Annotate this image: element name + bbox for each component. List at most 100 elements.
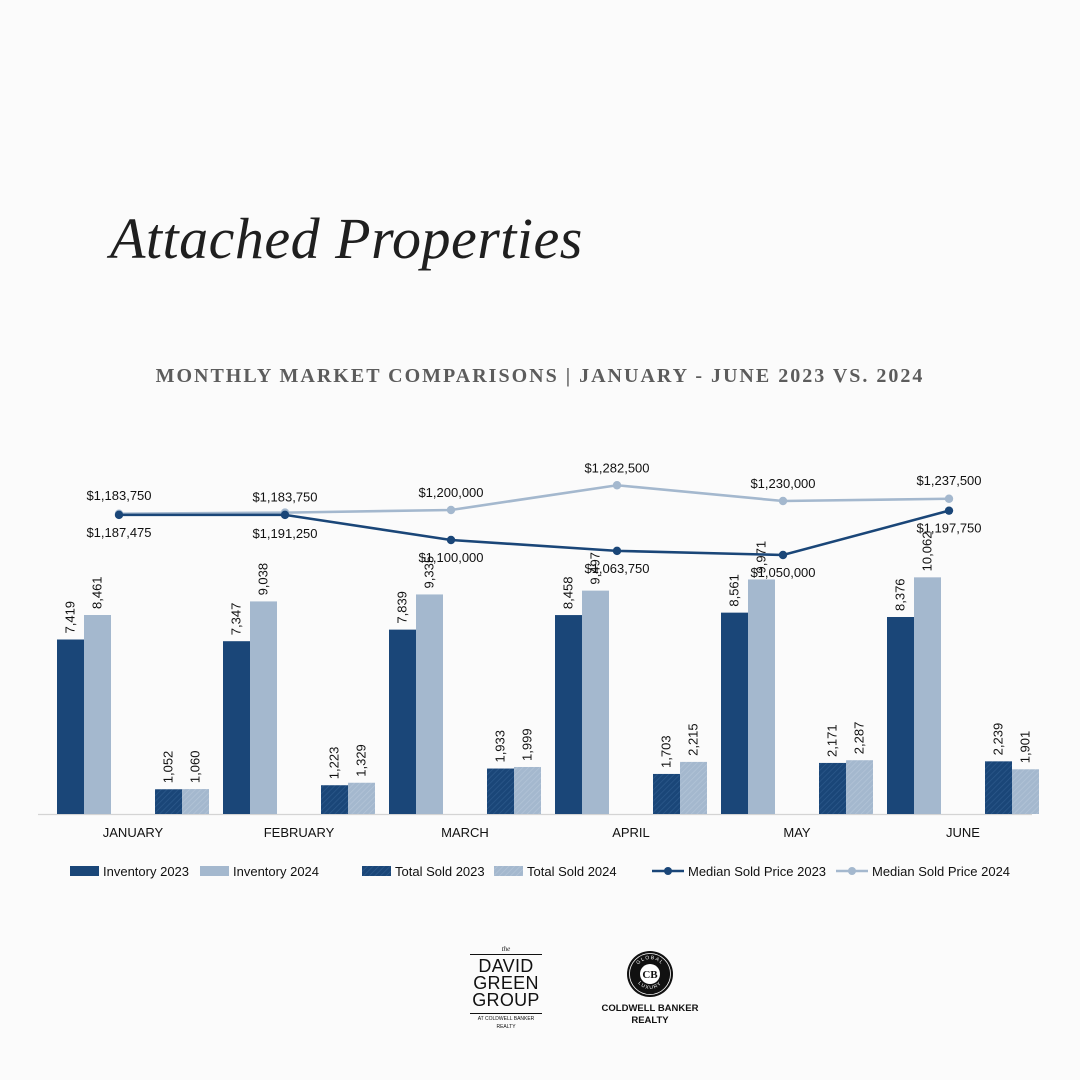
category-label-april: APRIL bbox=[612, 825, 650, 840]
logo-line-green: GREEN bbox=[473, 973, 539, 993]
point-median-sold-price-2023-may bbox=[778, 550, 788, 560]
bar-label-total-sold-2023-march: 1,933 bbox=[493, 730, 508, 763]
bar-inventory-2023-march bbox=[389, 629, 416, 814]
bar-label-total-sold-2024-february: 1,329 bbox=[354, 744, 369, 777]
bar-total-sold-2023-may bbox=[819, 762, 846, 814]
legend-swatch-inventory-2024 bbox=[200, 866, 229, 876]
bar-label-inventory-2023-june: 8,376 bbox=[893, 578, 908, 611]
legend-item-total-sold-2023: Total Sold 2023 bbox=[362, 864, 485, 879]
bar-total-sold-2023-march bbox=[487, 768, 514, 814]
legend-item-inventory-2024: Inventory 2024 bbox=[200, 864, 319, 879]
bar-label-inventory-2024-may: 9,971 bbox=[754, 541, 769, 574]
category-label-june: JUNE bbox=[946, 825, 980, 840]
bar-label-total-sold-2024-may: 2,287 bbox=[852, 722, 867, 755]
bar-label-total-sold-2024-april: 2,215 bbox=[686, 723, 701, 756]
category-label-january: JANUARY bbox=[103, 825, 164, 840]
line-label-median-sold-price-2024-june: $1,237,500 bbox=[916, 473, 981, 488]
bar-inventory-2023-february bbox=[223, 641, 250, 814]
line-label-median-sold-price-2024-february: $1,191,250 bbox=[252, 526, 317, 541]
line-label-median-sold-price-2024-january: $1,187,475 bbox=[86, 525, 151, 540]
seal-top-text: GLOBAL bbox=[635, 955, 663, 966]
bar-total-sold-2023-april bbox=[653, 773, 680, 814]
line-label-median-sold-price-2023-march: $1,100,000 bbox=[418, 550, 483, 565]
bar-inventory-2024-january bbox=[84, 614, 111, 814]
bar-label-total-sold-2023-may: 2,171 bbox=[825, 724, 840, 757]
line-label-median-sold-price-2023-april: $1,063,750 bbox=[584, 561, 649, 576]
category-label-march: MARCH bbox=[441, 825, 489, 840]
bar-inventory-2023-january bbox=[57, 639, 84, 814]
page-title: Attached Properties bbox=[110, 206, 583, 271]
bar-total-sold-2024-march bbox=[514, 766, 541, 814]
bar-total-sold-2024-january bbox=[182, 789, 209, 814]
point-median-sold-price-2024-march bbox=[446, 505, 456, 515]
point-median-sold-price-2023-march bbox=[446, 535, 456, 545]
category-label-february: FEBRUARY bbox=[264, 825, 335, 840]
logo-line-david: DAVID bbox=[478, 956, 534, 976]
global-luxury-seal-icon: GLOBAL LUXURY CB bbox=[627, 951, 673, 997]
bar-label-inventory-2024-march: 9,335 bbox=[422, 556, 437, 589]
bar-label-total-sold-2024-june: 1,901 bbox=[1018, 731, 1033, 764]
point-median-sold-price-2024-june bbox=[944, 494, 954, 503]
bar-total-sold-2023-january bbox=[155, 789, 182, 814]
seal-bottom-text: LUXURY bbox=[637, 980, 663, 991]
legend-item-median-sold-price-2024: Median Sold Price 2024 bbox=[836, 864, 1010, 879]
logo-small-1: AT COLDWELL BANKER bbox=[477, 1016, 535, 1022]
bar-label-inventory-2023-february: 7,347 bbox=[229, 603, 244, 636]
bar-total-sold-2024-february bbox=[348, 782, 375, 814]
bar-inventory-2024-april bbox=[582, 590, 609, 814]
line-label-median-sold-price-2023-may: $1,050,000 bbox=[750, 565, 815, 580]
bar-inventory-2024-may bbox=[748, 579, 775, 814]
bar-label-inventory-2024-february: 9,038 bbox=[256, 563, 271, 596]
line-label-median-sold-price-2024-april: $1,282,500 bbox=[584, 460, 649, 475]
svg-text:LUXURY: LUXURY bbox=[637, 980, 664, 991]
bar-label-total-sold-2024-january: 1,060 bbox=[188, 751, 203, 784]
logo-the: the bbox=[470, 945, 542, 955]
svg-text:GLOBAL: GLOBAL bbox=[635, 955, 665, 966]
line-label-median-sold-price-2023-february: $1,183,750 bbox=[252, 490, 317, 505]
point-median-sold-price-2023-february bbox=[280, 510, 290, 520]
bar-inventory-2024-june bbox=[914, 577, 941, 814]
chart-subtitle: MONTHLY MARKET COMPARISONS | JANUARY - J… bbox=[155, 365, 925, 387]
bar-total-sold-2024-may bbox=[846, 760, 873, 814]
line-label-median-sold-price-2023-january: $1,183,750 bbox=[86, 488, 151, 503]
coldwell-banker-logo: GLOBAL LUXURY CB COLDWELL BANKER REALTY bbox=[590, 950, 710, 1027]
point-median-sold-price-2023-april bbox=[612, 546, 622, 556]
cb-name-line1: COLDWELL BANKER bbox=[601, 1003, 699, 1014]
point-median-sold-price-2023-june bbox=[944, 506, 954, 515]
bar-label-inventory-2023-march: 7,839 bbox=[395, 591, 410, 624]
legend-label-total-sold-2023: Total Sold 2023 bbox=[395, 864, 485, 879]
line-median-sold-price-2023 bbox=[119, 509, 950, 557]
bar-label-total-sold-2023-june: 2,239 bbox=[991, 723, 1006, 756]
legend-label-inventory-2024: Inventory 2024 bbox=[233, 864, 319, 879]
bar-label-total-sold-2023-january: 1,052 bbox=[161, 751, 176, 784]
bar-label-inventory-2024-april: 9,497 bbox=[588, 552, 603, 585]
bar-total-sold-2023-june bbox=[985, 761, 1012, 814]
point-median-sold-price-2024-april bbox=[612, 481, 622, 490]
bar-label-total-sold-2023-april: 1,703 bbox=[659, 735, 674, 768]
seal-mark: CB bbox=[642, 969, 658, 981]
legend-item-median-sold-price-2023: Median Sold Price 2023 bbox=[652, 864, 826, 879]
bar-inventory-2023-april bbox=[555, 615, 582, 814]
line-median-sold-price-2024 bbox=[118, 483, 950, 516]
point-median-sold-price-2024-may bbox=[778, 496, 788, 506]
logo-small-2: REALTY bbox=[496, 1024, 516, 1030]
bar-inventory-2024-february bbox=[250, 601, 277, 814]
line-label-median-sold-price-2023-june: $1,197,750 bbox=[916, 521, 981, 536]
logo-line-group: GROUP bbox=[472, 990, 540, 1010]
point-median-sold-price-2023-january bbox=[114, 510, 124, 520]
bar-inventory-2023-june bbox=[887, 616, 914, 814]
bar-label-inventory-2023-january: 7,419 bbox=[63, 601, 78, 634]
legend-label-median-sold-price-2023: Median Sold Price 2023 bbox=[688, 864, 826, 879]
legend-item-inventory-2023: Inventory 2023 bbox=[70, 864, 189, 879]
bar-label-inventory-2023-april: 8,458 bbox=[561, 577, 576, 610]
legend-label-total-sold-2024: Total Sold 2024 bbox=[527, 864, 617, 879]
category-label-may: MAY bbox=[783, 825, 811, 840]
bar-total-sold-2024-april bbox=[680, 761, 707, 814]
line-label-median-sold-price-2024-may: $1,230,000 bbox=[750, 476, 815, 491]
legend-label-median-sold-price-2024: Median Sold Price 2024 bbox=[872, 864, 1010, 879]
bar-label-total-sold-2023-february: 1,223 bbox=[327, 747, 342, 780]
bar-label-total-sold-2024-march: 1,999 bbox=[520, 728, 535, 761]
david-green-group-logo: the DAVID GREEN GROUP AT COLDWELL BANKER… bbox=[470, 945, 542, 1030]
bar-total-sold-2023-february bbox=[321, 785, 348, 814]
